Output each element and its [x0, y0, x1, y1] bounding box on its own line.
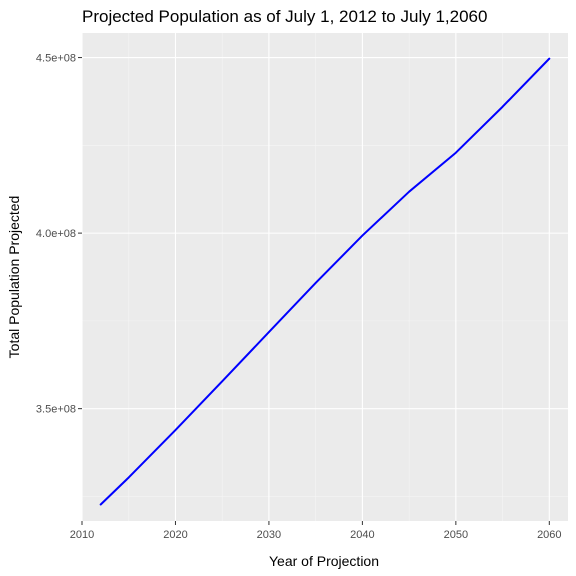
x-tick-label: 2020: [163, 529, 187, 541]
x-axis-title: Year of Projection: [269, 553, 379, 569]
y-tick-label: 4.0e+08: [36, 228, 76, 240]
y-tick-label: 3.5e+08: [36, 404, 76, 416]
x-tick-label: 2010: [70, 529, 94, 541]
x-tick-label: 2030: [257, 529, 281, 541]
y-axis: 3.5e+08 4.0e+08 4.5e+08: [36, 53, 82, 416]
population-line: [99, 57, 551, 506]
y-tick-label: 4.5e+08: [36, 53, 76, 65]
x-tick-label: 2060: [537, 529, 561, 541]
y-axis-title: Total Population Projected: [6, 196, 22, 359]
plot-panel: [82, 33, 568, 521]
x-tick-label: 2040: [350, 529, 374, 541]
x-tick-label: 2050: [444, 529, 468, 541]
minor-gridlines: [82, 33, 568, 521]
series-layer: [99, 57, 551, 506]
x-axis: 2010 2020 2030 2040 2050 2060: [70, 521, 562, 541]
major-gridlines: [81, 33, 568, 521]
chart-title: Projected Population as of July 1, 2012 …: [82, 7, 487, 26]
